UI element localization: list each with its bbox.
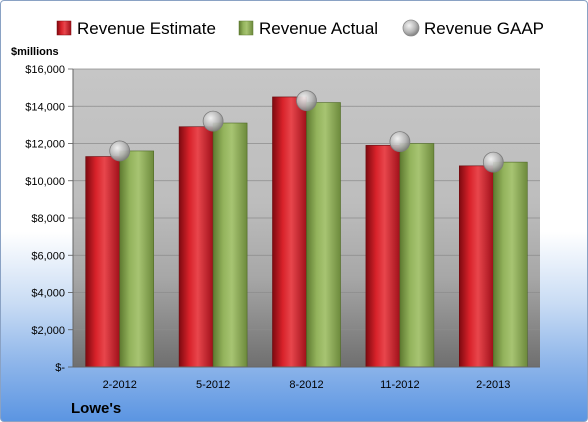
legend-label-revenue-gaap: Revenue GAAP: [424, 19, 544, 38]
legend-swatch-revenue-estimate: [56, 20, 72, 36]
legend-swatch-revenue-actual: [238, 20, 254, 36]
bar-revenue-estimate: [458, 165, 494, 368]
y-tick-label: $12,000: [25, 139, 65, 151]
y-tick-label: $8,000: [31, 213, 65, 225]
bar-revenue-estimate: [85, 156, 120, 368]
legend: Revenue Estimate Revenue Actual Revenue …: [56, 19, 544, 38]
marker-revenue-gaap: [109, 140, 131, 162]
marker-revenue-gaap: [389, 131, 411, 153]
x-tick-label: 11-2012: [380, 379, 420, 391]
bar-revenue-actual: [212, 122, 248, 368]
company-name: Lowe's: [71, 400, 121, 417]
y-axis-unit-label: $millions: [11, 46, 59, 58]
x-tick-label: 2-2012: [103, 379, 137, 391]
legend-label-revenue-actual: Revenue Actual: [259, 19, 378, 38]
bar-revenue-actual: [492, 161, 528, 368]
x-tick-label: 8-2012: [289, 379, 323, 391]
bar-revenue-estimate: [365, 145, 401, 368]
bar-revenue-estimate: [178, 126, 214, 368]
marker-revenue-gaap: [482, 151, 504, 173]
x-tick-label: 2-2013: [476, 379, 510, 391]
marker-revenue-gaap: [296, 90, 317, 112]
y-tick-label: $-: [55, 362, 65, 374]
bar-revenue-actual: [399, 143, 435, 368]
y-tick-label: $10,000: [25, 176, 65, 188]
y-tick-label: $16,000: [25, 64, 65, 76]
bar-revenue-actual: [306, 102, 341, 368]
marker-revenue-gaap: [202, 110, 224, 132]
legend-label-revenue-estimate: Revenue Estimate: [77, 19, 216, 38]
y-tick-label: $14,000: [25, 101, 65, 113]
y-tick-label: $2,000: [31, 325, 65, 337]
y-tick-label: $4,000: [31, 288, 65, 300]
bar-revenue-estimate: [272, 96, 307, 368]
x-tick-label: 5-2012: [196, 379, 230, 391]
y-tick-label: $6,000: [31, 250, 65, 262]
legend-swatch-revenue-gaap: [402, 19, 420, 37]
bar-revenue-actual: [119, 150, 154, 368]
